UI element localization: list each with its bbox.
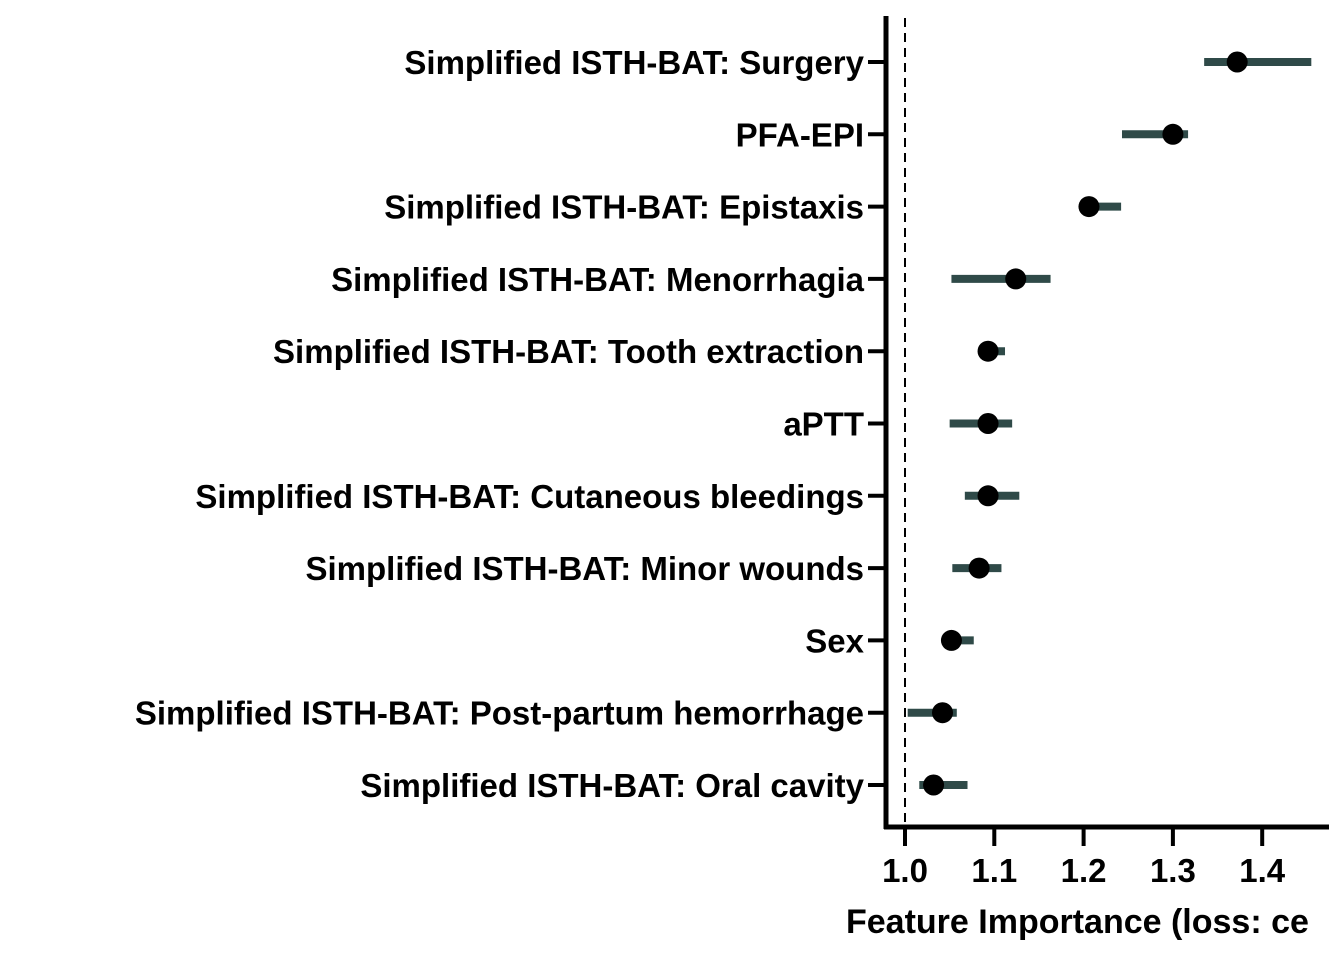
category-label: Simplified ISTH-BAT: Oral cavity — [360, 767, 864, 804]
data-point — [1226, 51, 1248, 73]
category-label: Simplified ISTH-BAT: Cutaneous bleedings — [195, 478, 864, 515]
data-point — [1005, 268, 1027, 290]
data-point — [932, 702, 954, 724]
x-tick-label: 1.0 — [882, 852, 928, 889]
x-tick-label: 1.4 — [1239, 852, 1286, 889]
x-tick-label: 1.2 — [1061, 852, 1107, 889]
points-layer — [923, 51, 1248, 796]
data-point — [977, 413, 999, 434]
category-label: Simplified ISTH-BAT: Menorrhagia — [331, 261, 865, 298]
interval-bars-layer — [907, 58, 1312, 789]
category-label: aPTT — [783, 406, 864, 443]
x-axis-title: Feature Importance (loss: ce — [846, 903, 1309, 941]
data-point — [977, 485, 999, 507]
category-label: Sex — [805, 622, 864, 659]
data-point — [1078, 196, 1100, 218]
data-point — [923, 774, 945, 796]
data-point — [977, 340, 999, 362]
data-point — [940, 629, 962, 651]
category-label: Simplified ISTH-BAT: Post-partum hemorrh… — [135, 695, 864, 732]
category-labels-layer: Simplified ISTH-BAT: Surgery PFA-EPI Simpl… — [135, 44, 865, 804]
category-label: Simplified ISTH-BAT: Tooth extraction — [273, 333, 864, 370]
x-tick-label: 1.1 — [971, 852, 1017, 889]
data-point — [968, 557, 990, 579]
category-label: Simplified ISTH-BAT: Minor wounds — [305, 550, 864, 587]
data-point — [1162, 123, 1184, 145]
category-label: Simplified ISTH-BAT: Surgery — [404, 44, 864, 81]
category-label: PFA-EPI — [736, 116, 864, 153]
category-label: Simplified ISTH-BAT: Epistaxis — [384, 189, 864, 226]
ticks-layer: 1.0 1.1 1.2 1.3 1.4 — [868, 60, 1286, 889]
x-tick-label: 1.3 — [1150, 852, 1196, 889]
